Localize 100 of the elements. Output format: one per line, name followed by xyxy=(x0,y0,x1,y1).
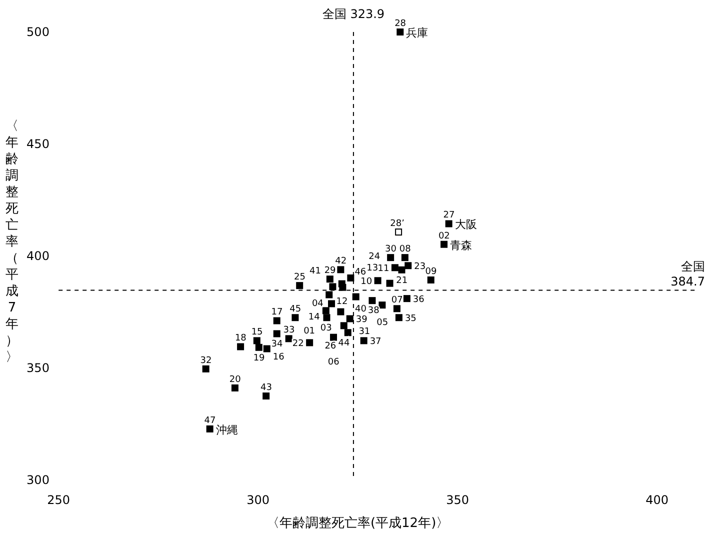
x-tick-label: 400 xyxy=(646,493,669,507)
point xyxy=(378,302,386,309)
annotation: 13 xyxy=(366,263,378,274)
annotation: 25 xyxy=(294,272,306,283)
annotation: 35 xyxy=(404,314,416,324)
annotation: 09 xyxy=(425,266,437,277)
annotation: 39 xyxy=(356,315,368,326)
point xyxy=(306,339,314,346)
point xyxy=(255,344,262,351)
point xyxy=(328,300,336,308)
point xyxy=(445,220,452,228)
annotation: 大阪 xyxy=(454,218,477,232)
annotation: 16 xyxy=(272,352,284,363)
point xyxy=(330,334,338,341)
annotation: 34 xyxy=(271,340,283,350)
annotation: 36 xyxy=(412,295,424,306)
point xyxy=(403,295,410,302)
annotation: 11 xyxy=(378,264,390,274)
point xyxy=(396,28,404,36)
annotation: 43 xyxy=(260,383,272,393)
annotation: 兵庫 xyxy=(406,26,428,40)
point xyxy=(231,384,238,392)
annotation: 12 xyxy=(336,296,348,307)
annotation: 05 xyxy=(376,318,388,328)
annotation: 24 xyxy=(368,252,380,262)
point xyxy=(393,305,400,312)
y-tick-label: 400 xyxy=(26,249,50,263)
y-tick-label: 450 xyxy=(26,137,50,151)
point xyxy=(237,343,244,350)
y-axis-title: 〈年齢調整死亡率（平成7年）〉 xyxy=(6,119,18,365)
y-tick-label: 300 xyxy=(26,473,50,487)
annotation: 28’ xyxy=(390,219,404,230)
annotation: 10 xyxy=(360,277,372,288)
annotation: 20 xyxy=(229,374,241,385)
point xyxy=(347,274,354,282)
x-axis-title: 〈年齢調整死亡率(平成12年)〉 xyxy=(266,515,450,531)
annotation: 22 xyxy=(292,339,304,350)
point xyxy=(395,228,402,236)
annotation: 01 xyxy=(304,326,316,337)
annotation: 41 xyxy=(310,266,321,277)
point xyxy=(368,297,376,304)
annotation: 30 xyxy=(385,244,396,255)
annotation: 32 xyxy=(200,356,212,366)
point xyxy=(296,282,304,290)
annotation: 42 xyxy=(335,256,347,267)
point xyxy=(395,314,402,322)
point xyxy=(326,291,333,298)
point xyxy=(339,284,346,291)
ref-line-label: 全国 384.7 xyxy=(670,259,705,288)
annotation: 26 xyxy=(324,342,336,352)
annotation: 33 xyxy=(283,326,295,336)
point xyxy=(253,337,260,344)
annotation: 40 xyxy=(355,304,366,315)
point xyxy=(344,329,352,336)
point xyxy=(404,262,412,270)
point xyxy=(346,315,354,322)
annotation: 44 xyxy=(338,338,350,349)
point xyxy=(292,314,299,322)
point xyxy=(323,314,330,322)
point xyxy=(273,317,280,324)
annotation: 02 xyxy=(438,231,450,242)
point xyxy=(263,345,270,352)
point xyxy=(262,392,270,400)
y-tick-label: 350 xyxy=(26,361,50,375)
point xyxy=(206,425,214,432)
point xyxy=(401,254,408,262)
annotation: 06 xyxy=(328,357,340,368)
annotation: 08 xyxy=(399,244,411,255)
point xyxy=(322,307,330,314)
annotation: 23 xyxy=(414,262,426,272)
point xyxy=(440,240,448,248)
y-tick-label: 500 xyxy=(26,25,50,39)
annotation: 31 xyxy=(358,326,370,337)
point xyxy=(326,276,334,283)
annotation: 07 xyxy=(391,296,403,306)
annotation: 28 xyxy=(394,19,406,29)
point xyxy=(352,293,360,300)
annotation: 03 xyxy=(320,324,332,334)
x-tick-label: 350 xyxy=(446,493,470,507)
point xyxy=(398,266,406,274)
point xyxy=(202,365,210,372)
point xyxy=(273,330,280,338)
point xyxy=(386,280,394,287)
point xyxy=(329,283,336,290)
annotation: 沖縄 xyxy=(216,423,238,436)
x-tick-label: 300 xyxy=(246,493,270,507)
point xyxy=(337,266,344,274)
x-tick-label: 250 xyxy=(47,493,70,507)
annotation: 38 xyxy=(368,306,380,316)
point xyxy=(340,322,348,330)
point xyxy=(360,337,368,344)
annotation: 17 xyxy=(271,308,283,318)
annotation: 37 xyxy=(370,337,382,348)
point xyxy=(427,276,434,284)
annotation: 46 xyxy=(354,267,366,278)
annotation: 47 xyxy=(204,416,216,426)
ref-line-label: 全国 323.9 xyxy=(322,7,385,21)
annotation: 18 xyxy=(234,334,246,344)
point xyxy=(391,264,398,272)
annotation: 19 xyxy=(253,353,265,364)
